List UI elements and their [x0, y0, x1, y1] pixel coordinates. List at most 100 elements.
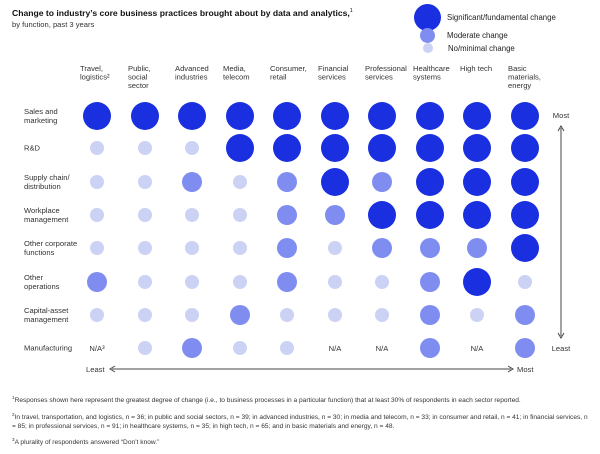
bubble-capital-asset-management-public-social-sector	[138, 308, 152, 322]
bubble-r-d-consumer-retail	[273, 134, 301, 162]
legend-label-minimal: No/minimal change	[448, 43, 515, 53]
bubble-capital-asset-management-advanced-industries	[185, 308, 199, 322]
bubble-other-corporate-functions-consumer-retail	[277, 238, 297, 258]
bubble-workplace-management-media-telecom	[233, 208, 247, 222]
bubble-capital-asset-management-consumer-retail	[280, 308, 294, 322]
bubble-sales-and-marketing-advanced-industries	[178, 102, 206, 130]
bubble-r-d-professional-services	[368, 134, 396, 162]
bubble-workplace-management-healthcare-systems	[416, 201, 444, 229]
bubble-sales-and-marketing-consumer-retail	[273, 102, 301, 130]
column-header-consumer-retail: Consumer, retail	[270, 64, 307, 82]
bubble-capital-asset-management-financial-services	[328, 308, 342, 322]
bubble-other-corporate-functions-travel-logistics	[90, 241, 104, 255]
na-label-manufacturing-financial-services: N/A	[329, 344, 343, 353]
column-header-travel-logistics: Travel, logistics²	[80, 64, 110, 82]
column-header-financial-services: Financial services	[318, 64, 349, 82]
vertical-axis-down-arrow	[557, 332, 565, 339]
column-header-basic-materials-energy: Basic materials, energy	[508, 64, 541, 90]
horizontal-axis-right-label: Most	[517, 365, 534, 374]
bubble-other-corporate-functions-high-tech	[467, 238, 487, 258]
bubble-supply-chain-distribution-healthcare-systems	[416, 168, 444, 196]
bubble-supply-chain-distribution-public-social-sector	[138, 175, 152, 189]
bubble-workplace-management-financial-services	[325, 205, 345, 225]
column-header-media-telecom: Media, telecom	[223, 64, 250, 82]
bubble-other-operations-advanced-industries	[185, 275, 199, 289]
bubble-manufacturing-media-telecom	[233, 341, 247, 355]
bubble-supply-chain-distribution-travel-logistics	[90, 175, 104, 189]
na-label-manufacturing-travel-logistics: N/A³	[89, 344, 105, 353]
bubble-sales-and-marketing-financial-services	[321, 102, 349, 130]
column-header-high-tech: High tech	[460, 64, 492, 73]
bubble-r-d-financial-services	[321, 134, 349, 162]
row-label-r-d: R&D	[24, 144, 41, 153]
bubble-sales-and-marketing-media-telecom	[226, 102, 254, 130]
legend-label-significant: Significant/fundamental change	[447, 13, 556, 22]
bubble-capital-asset-management-professional-services	[375, 308, 389, 322]
column-header-professional-services: Professional services	[365, 64, 407, 82]
bubble-workplace-management-advanced-industries	[185, 208, 199, 222]
row-label-other-corporate-functions: Other corporate functions	[24, 239, 77, 257]
horizontal-axis-right-arrow	[507, 365, 514, 373]
bubble-workplace-management-professional-services	[368, 201, 396, 229]
bubble-manufacturing-advanced-industries	[182, 338, 202, 358]
bubble-other-operations-financial-services	[328, 275, 342, 289]
bubble-r-d-travel-logistics	[90, 141, 104, 155]
bubble-manufacturing-consumer-retail	[280, 341, 294, 355]
bubble-sales-and-marketing-basic-materials-energy	[511, 102, 539, 130]
row-label-capital-asset-management: Capital-asset management	[24, 306, 69, 324]
bubble-other-operations-high-tech	[463, 268, 491, 296]
bubble-other-operations-travel-logistics	[87, 272, 107, 292]
bubble-workplace-management-travel-logistics	[90, 208, 104, 222]
bubble-other-corporate-functions-advanced-industries	[185, 241, 199, 255]
na-label-manufacturing-professional-services: N/A	[376, 344, 390, 353]
row-label-other-operations: Other operations	[24, 273, 60, 291]
bubble-workplace-management-basic-materials-energy	[511, 201, 539, 229]
chart-title: Change to industry’s core business pract…	[12, 8, 353, 18]
footnote-3: 3A plurality of respondents answered “Do…	[12, 437, 160, 447]
bubble-capital-asset-management-healthcare-systems	[420, 305, 440, 325]
bubble-r-d-public-social-sector	[138, 141, 152, 155]
bubble-sales-and-marketing-professional-services	[368, 102, 396, 130]
footnote-2: 2In travel, transportation, and logistic…	[12, 412, 588, 430]
vertical-axis-top-label: Most	[553, 111, 570, 120]
bubble-sales-and-marketing-high-tech	[463, 102, 491, 130]
bubble-sales-and-marketing-healthcare-systems	[416, 102, 444, 130]
row-label-manufacturing: Manufacturing	[24, 344, 72, 353]
bubble-supply-chain-distribution-high-tech	[463, 168, 491, 196]
bubble-workplace-management-high-tech	[463, 201, 491, 229]
bubble-other-corporate-functions-basic-materials-energy	[511, 234, 539, 262]
bubble-supply-chain-distribution-professional-services	[372, 172, 392, 192]
na-label-manufacturing-high-tech: N/A	[471, 344, 485, 353]
title-footnote-mark: 1	[349, 8, 353, 15]
bubble-workplace-management-consumer-retail	[277, 205, 297, 225]
bubble-supply-chain-distribution-financial-services	[321, 168, 349, 196]
vertical-axis-bottom-label: Least	[552, 344, 571, 353]
bubble-capital-asset-management-media-telecom	[230, 305, 250, 325]
bubble-manufacturing-public-social-sector	[138, 341, 152, 355]
bubble-r-d-high-tech	[463, 134, 491, 162]
legend-item-minimal: No/minimal change	[423, 43, 515, 53]
legend-swatch-moderate	[420, 28, 435, 43]
chart-subtitle: by function, past 3 years	[12, 20, 95, 29]
bubble-r-d-healthcare-systems	[416, 134, 444, 162]
horizontal-axis-left-arrow	[109, 365, 116, 373]
bubble-sales-and-marketing-public-social-sector	[131, 102, 159, 130]
bubble-other-operations-media-telecom	[233, 275, 247, 289]
bubble-supply-chain-distribution-consumer-retail	[277, 172, 297, 192]
bubble-capital-asset-management-basic-materials-energy	[515, 305, 535, 325]
bubble-other-corporate-functions-professional-services	[372, 238, 392, 258]
row-label-workplace-management: Workplace management	[24, 206, 69, 224]
bubble-sales-and-marketing-travel-logistics	[83, 102, 111, 130]
bubble-other-operations-healthcare-systems	[420, 272, 440, 292]
legend-label-moderate: Moderate change	[447, 31, 508, 40]
bubble-supply-chain-distribution-advanced-industries	[182, 172, 202, 192]
bubble-supply-chain-distribution-basic-materials-energy	[511, 168, 539, 196]
bubble-capital-asset-management-travel-logistics	[90, 308, 104, 322]
bubble-r-d-basic-materials-energy	[511, 134, 539, 162]
row-label-supply-chain-distribution: Supply chain/distribution	[24, 173, 70, 191]
bubble-other-corporate-functions-media-telecom	[233, 241, 247, 255]
bubble-other-corporate-functions-financial-services	[328, 241, 342, 255]
bubble-other-operations-basic-materials-energy	[518, 275, 532, 289]
footnote-1: 1Responses shown here represent the grea…	[12, 395, 521, 405]
legend-item-significant: Significant/fundamental change	[414, 4, 556, 31]
